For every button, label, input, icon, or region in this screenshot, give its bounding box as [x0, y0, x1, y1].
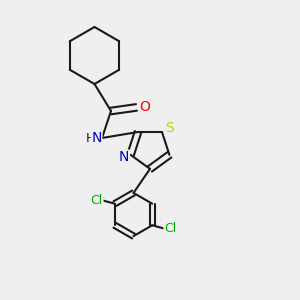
Text: Cl: Cl: [164, 222, 176, 235]
Text: N: N: [119, 150, 129, 164]
Text: N: N: [92, 131, 102, 145]
Text: H: H: [86, 131, 95, 145]
Text: O: O: [140, 100, 150, 114]
Text: Cl: Cl: [91, 194, 103, 207]
Text: S: S: [165, 122, 174, 135]
